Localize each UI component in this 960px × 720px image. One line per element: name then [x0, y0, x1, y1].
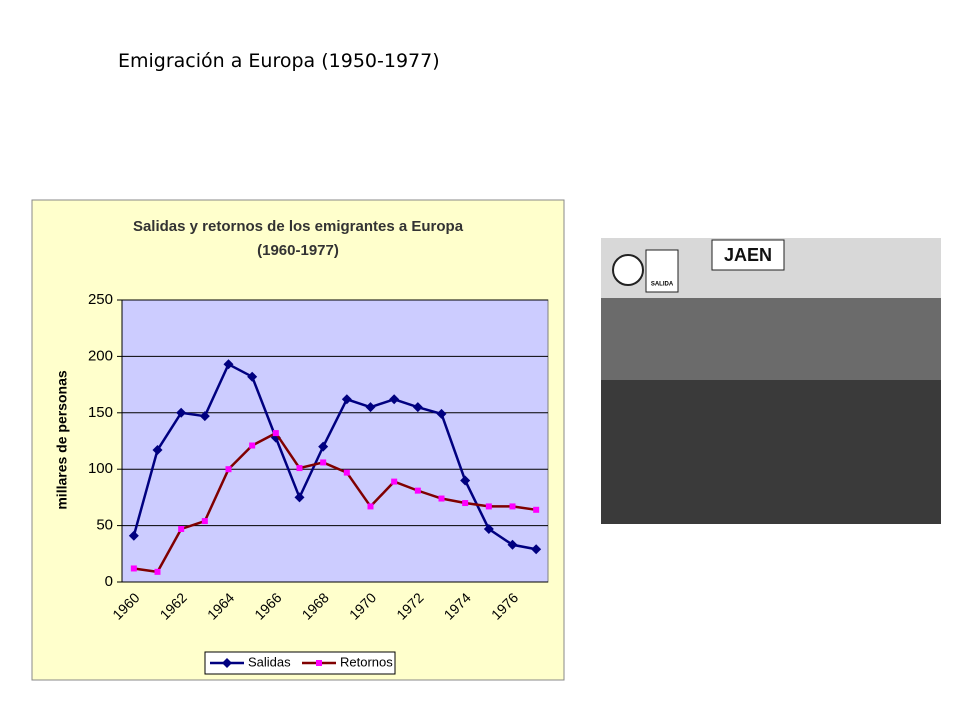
point — [343, 469, 350, 476]
point — [225, 466, 232, 473]
point — [128, 530, 139, 541]
y-tick-label: 250 — [88, 291, 113, 308]
point — [533, 506, 540, 513]
point — [249, 442, 256, 449]
plot-area — [121, 299, 549, 583]
point — [318, 441, 329, 452]
photo-station-text: JAEN — [724, 245, 772, 265]
point — [412, 402, 423, 413]
point — [367, 503, 374, 510]
photo-exit-sign — [645, 249, 679, 293]
slide-title: Emigración a Europa (1950-1977) — [118, 50, 440, 72]
y-axis-title: millares de personas — [54, 370, 70, 510]
point — [389, 394, 400, 405]
point — [509, 503, 516, 510]
point — [152, 445, 163, 456]
photo-station-sign — [711, 239, 785, 271]
y-tick-label: 50 — [96, 517, 113, 534]
legend-label: Retornos — [340, 654, 393, 669]
chart-title: Salidas y retornos de los emigrantes a E… — [133, 218, 464, 235]
point — [294, 492, 305, 503]
point — [436, 408, 447, 419]
photo-clock — [612, 254, 644, 286]
point — [223, 359, 234, 370]
point — [316, 660, 322, 666]
chart-subtitle: (1960-1977) — [257, 242, 339, 259]
y-tick-label: 150 — [88, 404, 113, 421]
photo: SALIDA JAEN — [601, 238, 941, 524]
photo-exit-text: SALIDA — [651, 282, 674, 288]
legend — [204, 651, 396, 675]
y-tick-label: 100 — [88, 460, 113, 477]
point — [247, 371, 258, 382]
point — [320, 459, 327, 466]
legend-label: Salidas — [248, 654, 291, 669]
point — [341, 394, 352, 405]
point — [176, 407, 187, 418]
point — [531, 544, 542, 555]
point — [296, 465, 303, 472]
point — [222, 658, 232, 668]
point — [462, 500, 469, 507]
point — [483, 523, 494, 534]
point — [130, 565, 137, 572]
point — [272, 430, 279, 437]
point — [460, 475, 471, 486]
point — [507, 539, 518, 550]
point — [199, 411, 210, 422]
photo-crowd — [601, 380, 941, 524]
point — [365, 402, 376, 413]
y-tick-label: 200 — [88, 347, 113, 364]
point — [485, 503, 492, 510]
point — [414, 487, 421, 494]
point — [201, 518, 208, 525]
point — [391, 478, 398, 485]
y-tick-label: 0 — [105, 573, 113, 590]
point — [178, 525, 185, 532]
series-line — [133, 431, 537, 574]
point — [154, 568, 161, 575]
point — [438, 495, 445, 502]
